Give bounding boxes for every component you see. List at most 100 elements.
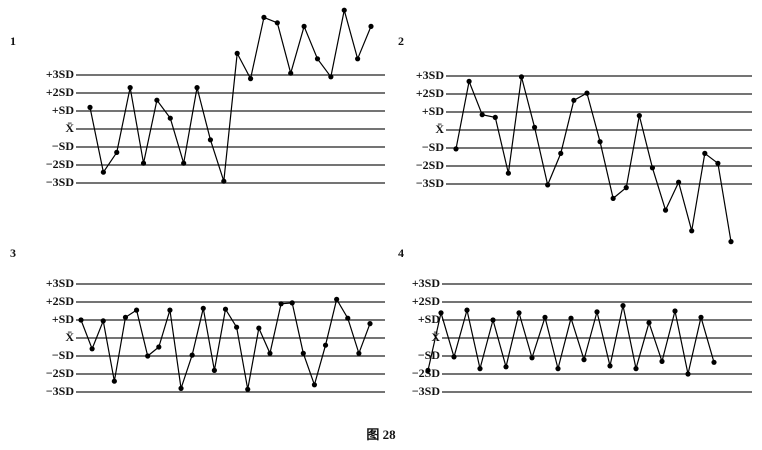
data-point <box>256 325 262 331</box>
y-tick-label: X̄ <box>65 330 74 344</box>
data-point <box>571 97 577 103</box>
data-point <box>222 306 229 312</box>
data-point <box>597 139 603 145</box>
y-tick-label: +2SD <box>46 85 75 99</box>
data-point <box>167 115 173 121</box>
y-tick-label: −3SD <box>46 384 75 398</box>
data-point <box>300 350 306 356</box>
y-tick-label: +3SD <box>412 276 441 290</box>
data-point <box>529 355 535 361</box>
y-tick-label: +3SD <box>416 68 445 82</box>
data-point <box>221 178 227 184</box>
data-point <box>542 314 548 320</box>
data-point <box>311 382 318 388</box>
y-tick-label: +SD <box>418 312 441 326</box>
y-tick-label: −3SD <box>416 176 445 190</box>
data-point <box>698 314 704 320</box>
data-point <box>194 85 200 91</box>
data-point <box>633 366 639 372</box>
chart-title: 4 <box>398 246 404 260</box>
data-point <box>328 74 334 80</box>
data-point <box>649 165 656 171</box>
data-point <box>301 23 307 29</box>
data-point <box>356 350 362 356</box>
data-point <box>127 85 133 91</box>
data-point <box>490 317 496 323</box>
y-tick-label: X̄ <box>65 121 74 135</box>
data-point <box>477 366 483 372</box>
data-point <box>334 296 340 302</box>
data-point <box>181 160 187 166</box>
data-point <box>711 359 717 365</box>
data-point <box>234 50 240 57</box>
y-tick-label: +SD <box>52 312 75 326</box>
data-point <box>261 14 267 20</box>
data-point <box>122 314 129 320</box>
y-tick-label: +SD <box>422 104 445 118</box>
data-point <box>610 195 616 201</box>
data-point <box>531 124 538 130</box>
y-tick-label: −2SD <box>46 157 75 171</box>
data-point <box>189 352 195 358</box>
data-point <box>140 160 147 166</box>
y-tick-label: +SD <box>52 103 75 117</box>
data-point <box>274 20 280 26</box>
data-point <box>581 357 587 363</box>
data-point <box>156 344 162 350</box>
y-tick-label: X̄ <box>435 122 444 136</box>
data-point <box>545 182 551 188</box>
chart-title: 2 <box>398 34 404 48</box>
data-point <box>78 317 84 323</box>
data-point <box>87 104 93 110</box>
data-point <box>355 56 361 62</box>
data-point <box>555 366 561 372</box>
data-point <box>607 363 613 369</box>
data-point <box>518 74 525 80</box>
data-point <box>111 378 117 384</box>
data-point <box>345 315 351 321</box>
data-point <box>133 307 140 313</box>
data-point <box>368 23 374 29</box>
y-tick-label: −2SD <box>46 366 75 380</box>
data-point <box>689 228 695 234</box>
data-point <box>341 7 347 13</box>
data-point <box>676 179 682 185</box>
data-point <box>100 318 106 324</box>
data-point <box>247 76 254 82</box>
y-tick-label: −2SD <box>412 366 441 380</box>
data-point <box>503 364 509 370</box>
data-point <box>154 97 160 103</box>
data-point <box>685 371 691 377</box>
data-point <box>492 114 498 120</box>
data-point <box>620 303 626 309</box>
data-point <box>646 320 652 326</box>
data-point <box>623 185 629 191</box>
y-tick-label: +3SD <box>46 67 75 81</box>
data-point <box>114 149 120 155</box>
data-point <box>289 300 295 306</box>
data-point <box>594 309 600 315</box>
data-point <box>662 207 669 213</box>
data-point <box>245 386 251 392</box>
data-point <box>234 324 240 330</box>
data-point <box>288 70 294 76</box>
y-tick-label: −2SD <box>416 158 445 172</box>
data-point <box>178 385 184 391</box>
data-point <box>89 346 95 352</box>
data-point <box>322 342 329 348</box>
data-point <box>636 113 642 119</box>
data-point <box>568 315 574 321</box>
data-point <box>466 78 472 84</box>
y-tick-label: −SD <box>52 348 75 362</box>
y-tick-label: −3SD <box>412 384 441 398</box>
data-point <box>516 310 522 316</box>
y-tick-label: −SD <box>422 140 445 154</box>
data-point <box>100 169 106 175</box>
data-point <box>367 321 373 327</box>
data-point <box>314 56 321 62</box>
data-point <box>207 137 214 143</box>
data-line <box>455 76 732 242</box>
chart-title: 3 <box>10 246 16 260</box>
y-tick-label: +2SD <box>46 294 75 308</box>
